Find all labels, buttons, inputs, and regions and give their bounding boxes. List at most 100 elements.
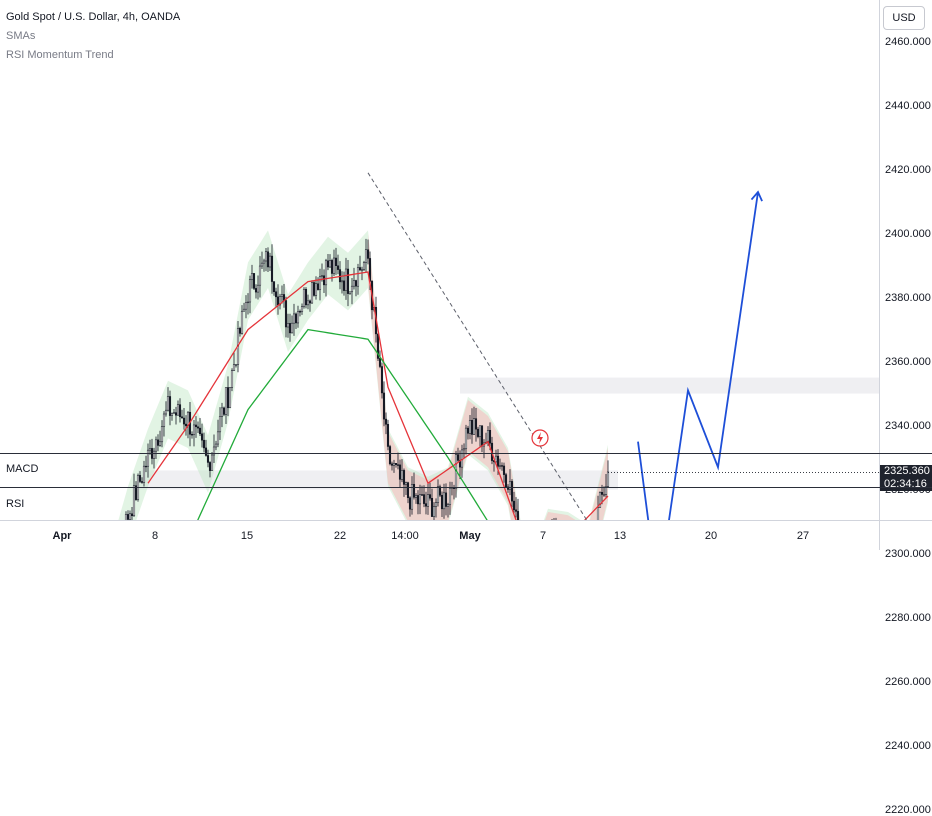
candle-body: [314, 283, 318, 296]
candle-body: [260, 262, 264, 267]
candle-body: [126, 514, 130, 520]
candle-body: [498, 465, 502, 467]
candle-body: [326, 260, 330, 268]
candle-body: [354, 280, 358, 287]
candle-body: [358, 267, 362, 271]
candle-body: [476, 428, 480, 437]
candle-body: [494, 455, 498, 463]
candle-body: [222, 407, 226, 415]
candle-body: [606, 471, 610, 487]
candle-body: [516, 511, 520, 520]
price-chart-canvas[interactable]: [0, 0, 879, 520]
candle-body: [474, 418, 478, 430]
candle-body: [178, 404, 182, 418]
candle-body: [324, 260, 328, 286]
candle-body: [272, 281, 276, 292]
resistance-trendline: [367, 172, 588, 520]
candle-body: [440, 495, 444, 510]
symbol-title[interactable]: Gold Spot / U.S. Dollar, 4h, OANDA: [6, 11, 181, 23]
candle-body: [464, 427, 468, 450]
candle-body: [596, 507, 600, 520]
candle-body: [264, 251, 268, 262]
price-axis[interactable]: [879, 0, 932, 520]
candle-body: [270, 255, 274, 282]
candle-body: [396, 464, 400, 466]
candle-body: [298, 311, 302, 313]
currency-button[interactable]: USD: [883, 6, 925, 30]
candle-body: [142, 465, 146, 483]
candle-body: [410, 484, 414, 510]
candle-body: [226, 387, 230, 409]
macd-pane-divider[interactable]: [0, 453, 932, 454]
candle-body: [448, 487, 452, 505]
candle-body: [152, 450, 156, 459]
indicator-rsi-momentum-label[interactable]: RSI Momentum Trend: [6, 49, 114, 61]
candle-body: [488, 429, 492, 444]
price-tick-label: 2220.000: [885, 803, 931, 816]
candle-body: [166, 396, 170, 411]
candle-body: [280, 294, 284, 297]
candle-body: [198, 427, 202, 435]
candle-body: [340, 280, 344, 283]
rsi-pane-label[interactable]: RSI: [6, 498, 25, 510]
time-tick-label: 14:00: [391, 530, 419, 542]
candle-body: [250, 273, 254, 280]
candle-body: [512, 500, 516, 511]
macd-pane-label[interactable]: MACD: [6, 463, 39, 475]
candle-body: [224, 387, 228, 415]
price-tick-label: 2280.000: [885, 611, 931, 624]
candle-body: [258, 265, 262, 286]
candle-body: [436, 486, 440, 503]
candle-body: [306, 300, 310, 306]
time-tick-label: 20: [704, 530, 718, 542]
candle-body: [266, 251, 270, 268]
candle-body: [334, 257, 338, 267]
candle-body: [128, 513, 132, 520]
candle-body: [468, 420, 472, 434]
candle-body: [262, 260, 266, 264]
candle-body: [210, 454, 214, 471]
candle-body: [480, 425, 484, 447]
candle-body: [232, 364, 236, 371]
candle-body: [162, 413, 166, 427]
time-tick-label: 27: [796, 530, 810, 542]
rsi-pane-divider[interactable]: [0, 487, 932, 488]
candle-body: [364, 249, 368, 263]
candle-body: [602, 494, 606, 496]
candle-body: [400, 470, 404, 480]
current-price-value: 2325.360: [884, 465, 930, 478]
candle-body: [344, 268, 348, 291]
candle-body: [268, 255, 272, 268]
candle-body: [424, 503, 428, 507]
candle-body: [444, 492, 448, 507]
price-tick-label: 2260.000: [885, 675, 931, 688]
candle-body: [418, 494, 422, 505]
candle-body: [304, 288, 308, 306]
candle-body: [472, 418, 476, 435]
candle-body: [252, 273, 256, 289]
candle-body: [316, 283, 320, 290]
time-axis[interactable]: [0, 520, 932, 551]
indicator-smas-label[interactable]: SMAs: [6, 30, 36, 42]
candle-body: [408, 497, 412, 510]
candle-body: [254, 288, 258, 293]
price-zone: [460, 377, 879, 394]
candle-body: [202, 439, 206, 449]
candle-body: [124, 514, 128, 520]
time-tick-label: 13: [613, 530, 627, 542]
candle-body: [176, 404, 180, 416]
projection-path: [637, 191, 759, 520]
candle-body: [214, 443, 218, 448]
candle-body: [140, 481, 144, 483]
moving-average-line: [197, 328, 488, 520]
candle-body: [148, 448, 152, 451]
candle-body: [404, 482, 408, 485]
candle-body: [422, 494, 426, 504]
candle-body: [256, 284, 260, 293]
candle-body: [184, 423, 188, 427]
candle-body: [296, 311, 300, 324]
candle-body: [274, 291, 278, 298]
candle-body: [246, 301, 250, 304]
candle-body: [446, 504, 450, 507]
